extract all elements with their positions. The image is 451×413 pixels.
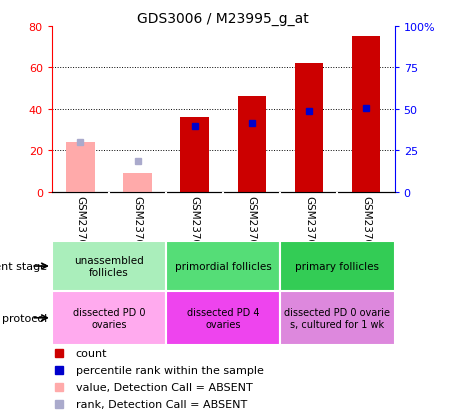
Bar [123, 173, 152, 192]
Bar [295, 64, 323, 192]
Text: dissected PD 0 ovarie
s, cultured for 1 wk: dissected PD 0 ovarie s, cultured for 1 … [285, 307, 391, 329]
Text: protocol: protocol [2, 313, 47, 323]
Bar [180, 118, 209, 192]
Text: rank, Detection Call = ABSENT: rank, Detection Call = ABSENT [76, 399, 247, 409]
Bar [166, 291, 281, 345]
Text: GSM237015: GSM237015 [190, 196, 200, 259]
Bar [166, 242, 281, 291]
Text: count: count [76, 349, 107, 358]
Text: development stage: development stage [0, 261, 47, 271]
Bar [66, 142, 95, 192]
Text: unassembled
follicles: unassembled follicles [74, 256, 144, 277]
Text: value, Detection Call = ABSENT: value, Detection Call = ABSENT [76, 382, 253, 392]
Bar [281, 242, 395, 291]
Bar [52, 291, 166, 345]
Bar [352, 37, 380, 192]
Text: primary follicles: primary follicles [295, 261, 379, 271]
Text: GSM237018: GSM237018 [361, 196, 371, 259]
Text: GSM237013: GSM237013 [75, 196, 85, 259]
Text: GSM237016: GSM237016 [247, 196, 257, 259]
Text: dissected PD 0
ovaries: dissected PD 0 ovaries [73, 307, 145, 329]
Text: dissected PD 4
ovaries: dissected PD 4 ovaries [187, 307, 259, 329]
Bar [238, 97, 266, 192]
Text: percentile rank within the sample: percentile rank within the sample [76, 366, 264, 375]
Text: primordial follicles: primordial follicles [175, 261, 272, 271]
Title: GDS3006 / M23995_g_at: GDS3006 / M23995_g_at [138, 12, 309, 26]
Text: GSM237017: GSM237017 [304, 196, 314, 259]
Bar [281, 291, 395, 345]
Bar [52, 242, 166, 291]
Text: GSM237014: GSM237014 [133, 196, 143, 259]
